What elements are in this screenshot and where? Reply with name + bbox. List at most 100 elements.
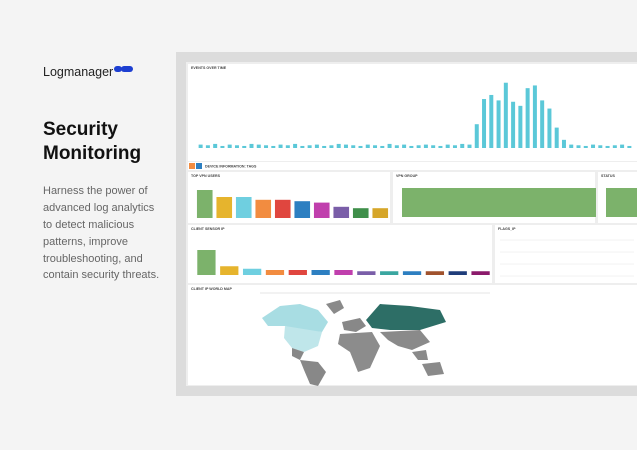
bar xyxy=(365,144,370,148)
bar xyxy=(380,145,385,148)
logo-icon xyxy=(114,66,122,72)
bar xyxy=(591,144,596,148)
bar xyxy=(525,88,530,148)
country xyxy=(342,318,366,332)
tag-title: DEVICE INFORMATION: TAGS xyxy=(205,165,257,169)
country xyxy=(366,304,446,330)
bar xyxy=(452,145,457,148)
bar xyxy=(220,145,225,148)
panel-title: STATUS xyxy=(601,174,615,178)
panel-title: TOP VPN USERS xyxy=(191,174,221,178)
bar xyxy=(425,271,445,275)
bar xyxy=(448,271,467,275)
country xyxy=(422,362,444,376)
bar xyxy=(242,145,247,148)
headline: Security xyxy=(43,119,118,140)
bar xyxy=(198,144,203,148)
bar xyxy=(234,145,239,148)
bar xyxy=(358,145,363,148)
headline: Monitoring xyxy=(43,143,141,164)
bar xyxy=(561,139,566,148)
bar xyxy=(285,145,290,148)
tag-bar xyxy=(188,162,637,170)
world-map xyxy=(262,300,446,386)
bar xyxy=(220,266,239,275)
bar xyxy=(605,145,610,148)
bar xyxy=(467,144,472,148)
bar xyxy=(620,144,625,148)
country xyxy=(292,348,304,360)
bar xyxy=(402,188,596,217)
bar xyxy=(242,268,262,275)
description-line: troubleshooting, and xyxy=(43,253,143,265)
panel-title: CLIENT IP WORLD MAP xyxy=(191,287,232,291)
bar xyxy=(329,145,334,148)
bar xyxy=(416,145,421,148)
bar xyxy=(583,145,588,148)
bar xyxy=(380,271,399,275)
bar xyxy=(227,144,232,148)
tag-button[interactable] xyxy=(189,163,195,169)
bar xyxy=(300,145,305,148)
bar xyxy=(612,145,617,148)
bar xyxy=(313,202,330,218)
bar xyxy=(334,270,353,275)
description-line: Harness the power of xyxy=(43,185,148,197)
bar xyxy=(474,124,479,148)
bar xyxy=(255,199,272,218)
bar xyxy=(460,143,465,148)
panel-title: EVENTS OVER TIME xyxy=(191,66,227,70)
bar xyxy=(322,145,327,148)
bar xyxy=(373,145,378,148)
bar xyxy=(197,250,216,275)
bar xyxy=(352,208,369,218)
bar xyxy=(249,143,254,148)
bar xyxy=(431,145,436,148)
bar xyxy=(540,100,545,148)
description-line: to detect malicious xyxy=(43,219,135,231)
bar xyxy=(307,145,312,148)
bar xyxy=(438,145,443,148)
bar xyxy=(235,197,252,218)
bar xyxy=(278,144,283,148)
bar xyxy=(271,145,276,148)
bar xyxy=(423,144,428,148)
bar xyxy=(336,143,341,148)
bar xyxy=(576,145,581,148)
panel-title: FLAGS_IP xyxy=(498,227,516,231)
tag-button[interactable] xyxy=(196,163,202,169)
country xyxy=(326,300,344,314)
bar xyxy=(357,271,376,275)
bar xyxy=(554,127,559,148)
bar xyxy=(288,270,307,275)
description-line: patterns, improve xyxy=(43,236,128,248)
bar xyxy=(387,143,392,148)
panel-title: VPN GROUP xyxy=(396,174,418,178)
bar xyxy=(489,94,494,148)
bar xyxy=(256,144,261,148)
bar xyxy=(518,105,523,148)
bar xyxy=(445,144,450,148)
bar xyxy=(314,144,319,148)
bar xyxy=(264,145,269,148)
bar xyxy=(294,201,311,218)
bar xyxy=(402,144,407,148)
grid xyxy=(500,239,634,277)
bar xyxy=(394,145,399,148)
bar xyxy=(496,100,501,148)
bar xyxy=(311,270,330,275)
country xyxy=(300,360,326,386)
bar xyxy=(293,143,298,148)
bar xyxy=(532,85,537,148)
panel xyxy=(495,225,637,283)
bar xyxy=(216,197,233,218)
bar xyxy=(274,199,291,218)
bar xyxy=(205,145,210,148)
logo-icon xyxy=(121,66,133,72)
bar xyxy=(511,101,516,148)
bar xyxy=(333,206,350,218)
country xyxy=(338,332,380,372)
description: Harness the power of advanced log analyt… xyxy=(43,185,159,281)
bar xyxy=(409,145,414,148)
